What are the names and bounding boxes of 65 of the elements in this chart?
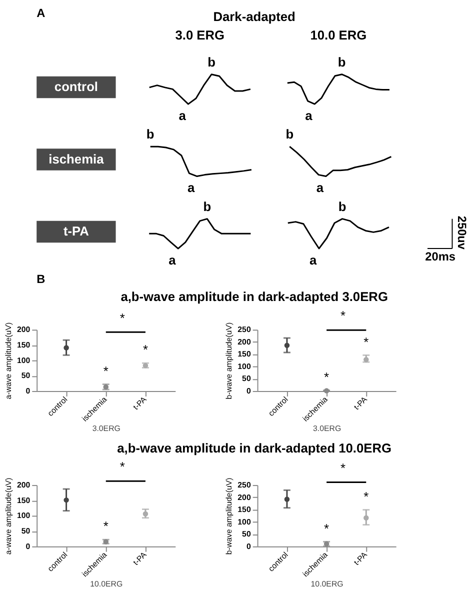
text: b <box>203 198 212 214</box>
annotation: * <box>324 369 330 384</box>
y-tick-label: 200 <box>16 325 31 334</box>
chart-title: 3.0 ERG <box>175 28 225 43</box>
text: a <box>178 108 187 123</box>
text: a <box>309 252 318 268</box>
text: B <box>36 272 46 286</box>
text: 20ms <box>425 249 456 264</box>
text: 250uv <box>455 216 470 250</box>
text: a <box>187 180 196 196</box>
y-tick-label: 200 <box>238 337 252 346</box>
x-axis-title: 3.0ERG <box>312 424 342 434</box>
text: * <box>340 308 346 324</box>
y-tick-label: 0 <box>246 386 252 396</box>
y-axis-title: a-wave amplitude(uV) <box>4 477 14 555</box>
text: b <box>208 54 216 70</box>
text: * <box>340 460 346 476</box>
x-axis-title: 3.0ERG <box>92 424 120 434</box>
text: b <box>338 54 346 70</box>
text: b <box>286 126 294 142</box>
y-tick-label: 150 <box>238 350 252 359</box>
y-tick-label: 50 <box>21 526 31 536</box>
annotation: * <box>364 488 369 504</box>
y-tick-label: 100 <box>238 517 252 526</box>
annotation: * <box>324 520 330 536</box>
text: b <box>338 198 346 214</box>
annotation: * <box>364 334 369 350</box>
annotation: * <box>142 342 148 358</box>
text: a,b-wave amplitude in dark-adapted 10.0ERG <box>117 440 392 456</box>
y-tick-label: 0 <box>26 542 31 551</box>
y-axis-title: b-wave amplitude(uV) <box>224 322 234 400</box>
y-axis-title: t-PA <box>63 224 89 239</box>
y-tick-label: 50 <box>21 371 31 380</box>
chart-title: 10.0 ERG <box>310 28 367 43</box>
text: * <box>120 459 125 474</box>
text: b <box>146 126 154 142</box>
x-axis-title: 10.0ERG <box>90 580 123 589</box>
y-axis-title: ischemia <box>48 151 105 166</box>
y-tick-label: 150 <box>238 505 252 514</box>
y-tick-label: 150 <box>16 496 31 505</box>
text: * <box>120 310 125 326</box>
text: a <box>305 108 314 123</box>
text: a <box>316 180 324 196</box>
text: a,b-wave amplitude in dark-adapted 3.0ERG <box>120 288 388 304</box>
annotation: * <box>103 518 108 534</box>
y-tick-label: 200 <box>16 480 31 490</box>
y-tick-label: 250 <box>238 480 252 490</box>
y-axis-title: a-wave amplitude(uV) <box>4 322 14 400</box>
annotation: * <box>103 363 108 378</box>
y-tick-label: 250 <box>238 325 252 334</box>
y-tick-label: 0 <box>246 542 252 551</box>
y-axis-title: b-wave amplitude(uV) <box>224 477 234 555</box>
y-tick-label: 100 <box>16 356 31 365</box>
x-axis-title: 10.0ERG <box>310 580 344 589</box>
text: A <box>36 6 46 20</box>
text: Dark-adapted <box>213 8 296 24</box>
y-tick-label: 100 <box>16 511 31 520</box>
y-tick-label: 150 <box>16 340 31 350</box>
y-axis-title: control <box>54 79 98 94</box>
y-tick-label: 0 <box>26 386 31 396</box>
y-tick-label: 100 <box>238 362 252 371</box>
y-tick-label: 50 <box>242 374 252 384</box>
y-tick-label: 50 <box>242 530 252 539</box>
y-tick-label: 200 <box>238 492 252 502</box>
text: a <box>168 252 177 268</box>
